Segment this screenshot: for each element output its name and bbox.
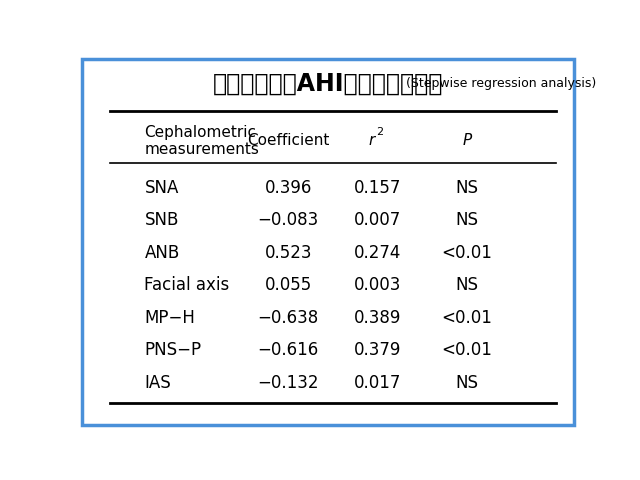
- Text: ANB: ANB: [145, 244, 180, 262]
- Text: 0.389: 0.389: [354, 309, 401, 327]
- Text: 0.003: 0.003: [354, 276, 401, 294]
- Text: −0.616: −0.616: [258, 341, 319, 360]
- Text: −0.132: −0.132: [257, 374, 319, 392]
- Text: −0.083: −0.083: [258, 211, 319, 229]
- Text: SNB: SNB: [145, 211, 179, 229]
- Text: <0.01: <0.01: [442, 341, 492, 360]
- Text: 0.396: 0.396: [264, 179, 312, 197]
- Text: 0.007: 0.007: [354, 211, 401, 229]
- Text: (Stepwise regression analysis): (Stepwise regression analysis): [402, 77, 596, 90]
- Text: IAS: IAS: [145, 374, 172, 392]
- Text: PNS−P: PNS−P: [145, 341, 202, 360]
- Text: 顎顔面形態とAHI改善率との関連: 顎顔面形態とAHI改善率との関連: [213, 72, 443, 96]
- Text: Facial axis: Facial axis: [145, 276, 230, 294]
- Text: 2: 2: [376, 127, 384, 136]
- Text: Coefficient: Coefficient: [247, 133, 330, 148]
- Text: r: r: [369, 133, 375, 148]
- Text: P: P: [462, 133, 472, 148]
- Text: <0.01: <0.01: [442, 309, 492, 327]
- Text: MP−H: MP−H: [145, 309, 195, 327]
- Text: −0.638: −0.638: [258, 309, 319, 327]
- Text: SNA: SNA: [145, 179, 179, 197]
- Text: <0.01: <0.01: [442, 244, 492, 262]
- Text: Cephalometric
measurements: Cephalometric measurements: [145, 125, 259, 157]
- Text: 0.017: 0.017: [354, 374, 401, 392]
- Text: NS: NS: [456, 211, 478, 229]
- Text: 0.055: 0.055: [265, 276, 312, 294]
- Text: 0.379: 0.379: [354, 341, 401, 360]
- Text: 0.523: 0.523: [264, 244, 312, 262]
- Text: NS: NS: [456, 276, 478, 294]
- Text: NS: NS: [456, 179, 478, 197]
- Text: 0.157: 0.157: [354, 179, 401, 197]
- Text: 0.274: 0.274: [354, 244, 401, 262]
- Text: NS: NS: [456, 374, 478, 392]
